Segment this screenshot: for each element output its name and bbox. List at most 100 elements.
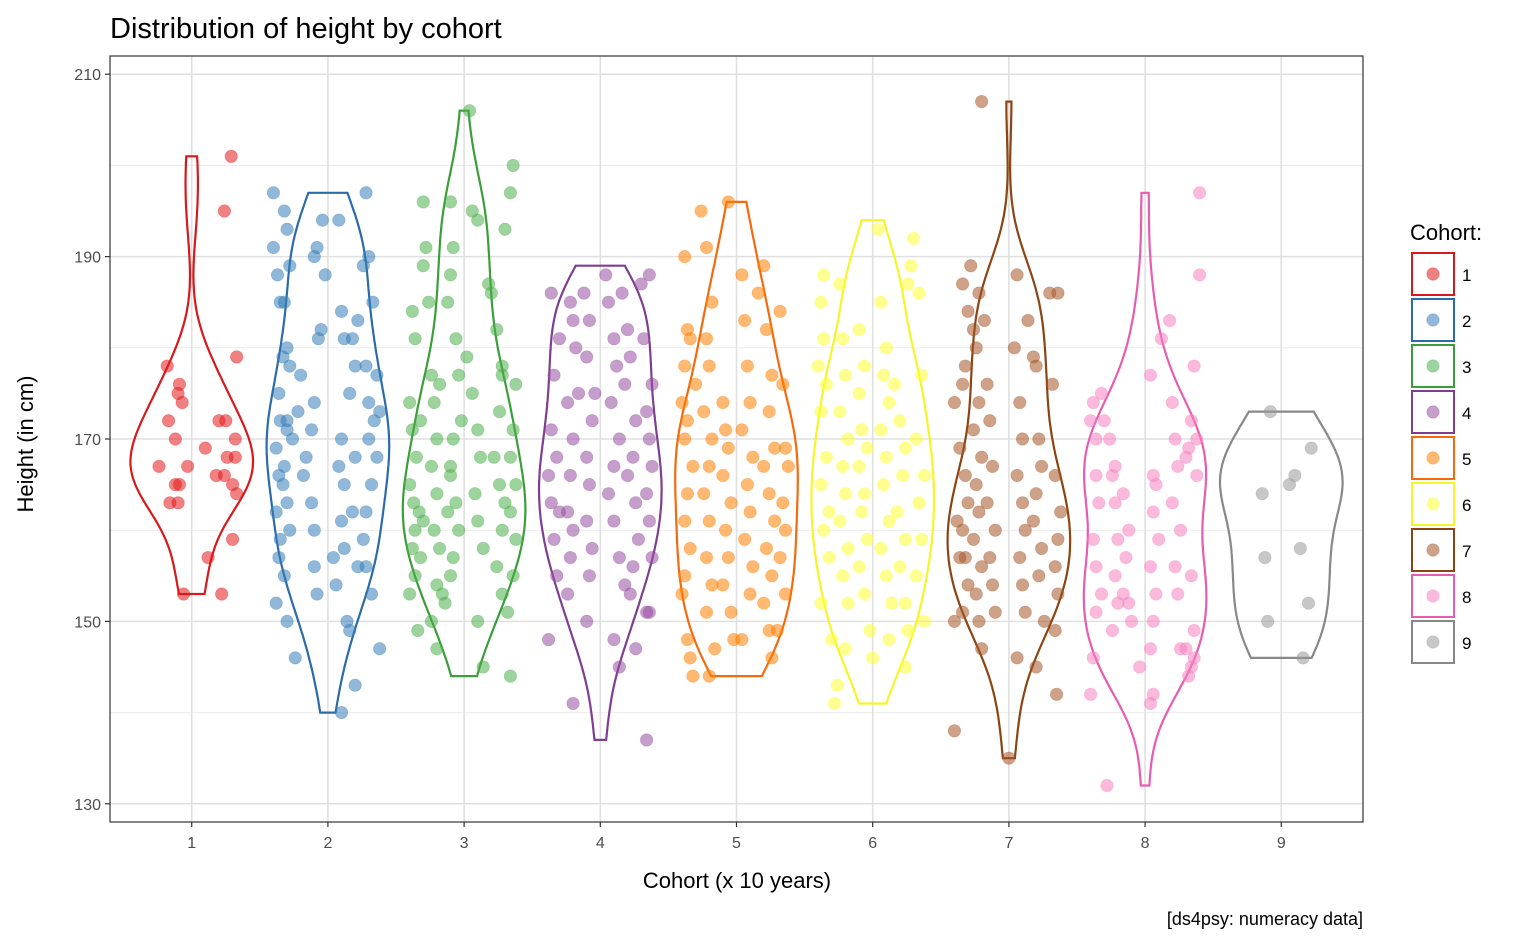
data-point bbox=[152, 459, 166, 473]
violin-cohort-4 bbox=[537, 264, 663, 741]
data-point bbox=[699, 332, 714, 346]
data-point bbox=[484, 286, 498, 300]
data-point bbox=[1149, 477, 1163, 492]
data-point bbox=[765, 368, 779, 382]
data-point bbox=[1173, 642, 1188, 656]
data-point bbox=[1051, 286, 1065, 300]
data-point bbox=[645, 459, 659, 473]
data-point bbox=[277, 295, 291, 309]
data-point bbox=[708, 642, 722, 656]
data-point bbox=[501, 605, 515, 619]
violin-cohort-9 bbox=[1218, 410, 1344, 659]
data-point bbox=[705, 295, 719, 309]
data-point bbox=[449, 496, 463, 510]
data-point bbox=[830, 678, 844, 692]
data-point bbox=[506, 423, 520, 437]
data-point bbox=[1261, 614, 1275, 628]
data-point bbox=[852, 560, 866, 574]
data-point bbox=[217, 468, 232, 483]
data-point bbox=[495, 523, 509, 537]
data-point bbox=[607, 514, 621, 528]
legend-swatch-3 bbox=[1426, 359, 1440, 373]
data-point bbox=[855, 505, 869, 519]
data-point bbox=[626, 450, 640, 464]
data-point bbox=[686, 459, 700, 473]
data-point bbox=[561, 587, 575, 601]
data-point bbox=[403, 477, 417, 492]
data-point bbox=[678, 569, 692, 583]
data-point bbox=[1190, 468, 1204, 483]
data-point bbox=[373, 642, 387, 656]
data-point bbox=[269, 441, 283, 455]
data-point bbox=[307, 395, 321, 410]
legend-label-7: 7 bbox=[1462, 542, 1471, 561]
data-point bbox=[719, 423, 733, 437]
data-point bbox=[778, 441, 793, 455]
data-point bbox=[827, 696, 842, 711]
data-point bbox=[438, 596, 452, 610]
data-point bbox=[836, 459, 850, 473]
data-point bbox=[1051, 532, 1065, 546]
data-point bbox=[432, 541, 447, 556]
data-point bbox=[490, 322, 504, 337]
data-point bbox=[362, 395, 376, 410]
data-point bbox=[430, 487, 444, 501]
data-point bbox=[836, 332, 850, 346]
data-point bbox=[822, 505, 836, 519]
data-point bbox=[181, 459, 195, 473]
data-point bbox=[890, 505, 904, 519]
data-point bbox=[640, 733, 654, 747]
legend-label-1: 1 bbox=[1462, 266, 1471, 285]
data-point bbox=[310, 240, 324, 255]
data-point bbox=[906, 231, 921, 245]
data-point bbox=[634, 277, 648, 291]
data-point bbox=[1288, 468, 1302, 483]
data-point bbox=[373, 405, 387, 419]
data-point bbox=[879, 341, 893, 355]
legend-swatch-5 bbox=[1426, 451, 1440, 465]
data-point bbox=[362, 432, 376, 446]
data-point bbox=[972, 395, 986, 410]
data-point bbox=[716, 468, 730, 483]
data-point bbox=[615, 286, 629, 300]
data-point bbox=[569, 341, 583, 355]
data-point bbox=[966, 423, 981, 437]
data-point bbox=[1094, 587, 1109, 601]
data-point bbox=[588, 386, 602, 401]
data-point bbox=[697, 405, 711, 419]
data-point bbox=[348, 450, 362, 464]
data-point bbox=[403, 395, 417, 410]
legend-label-5: 5 bbox=[1462, 450, 1471, 469]
data-point bbox=[364, 587, 379, 601]
data-point bbox=[1143, 642, 1158, 656]
data-point bbox=[601, 295, 616, 309]
data-point bbox=[814, 295, 828, 309]
data-point bbox=[689, 377, 703, 391]
data-point bbox=[1015, 496, 1030, 510]
data-point bbox=[441, 295, 455, 309]
data-point bbox=[492, 477, 507, 492]
data-point bbox=[561, 505, 575, 519]
data-point bbox=[276, 477, 290, 492]
data-point bbox=[304, 496, 319, 510]
data-point bbox=[773, 304, 787, 318]
data-point bbox=[1143, 696, 1158, 711]
data-point bbox=[506, 158, 520, 173]
data-point bbox=[446, 550, 460, 565]
data-point bbox=[811, 359, 825, 373]
data-point bbox=[860, 532, 874, 546]
data-point bbox=[915, 368, 929, 382]
data-point bbox=[1122, 523, 1136, 537]
data-point bbox=[1013, 550, 1027, 565]
data-point bbox=[544, 423, 558, 437]
data-point bbox=[716, 395, 730, 410]
data-point bbox=[705, 432, 719, 446]
data-point bbox=[1018, 605, 1032, 619]
data-point bbox=[833, 277, 847, 291]
data-point bbox=[334, 304, 349, 318]
data-point bbox=[403, 587, 417, 601]
data-point bbox=[198, 441, 212, 455]
data-point bbox=[896, 468, 910, 483]
data-point bbox=[419, 240, 433, 255]
data-point bbox=[424, 614, 439, 628]
